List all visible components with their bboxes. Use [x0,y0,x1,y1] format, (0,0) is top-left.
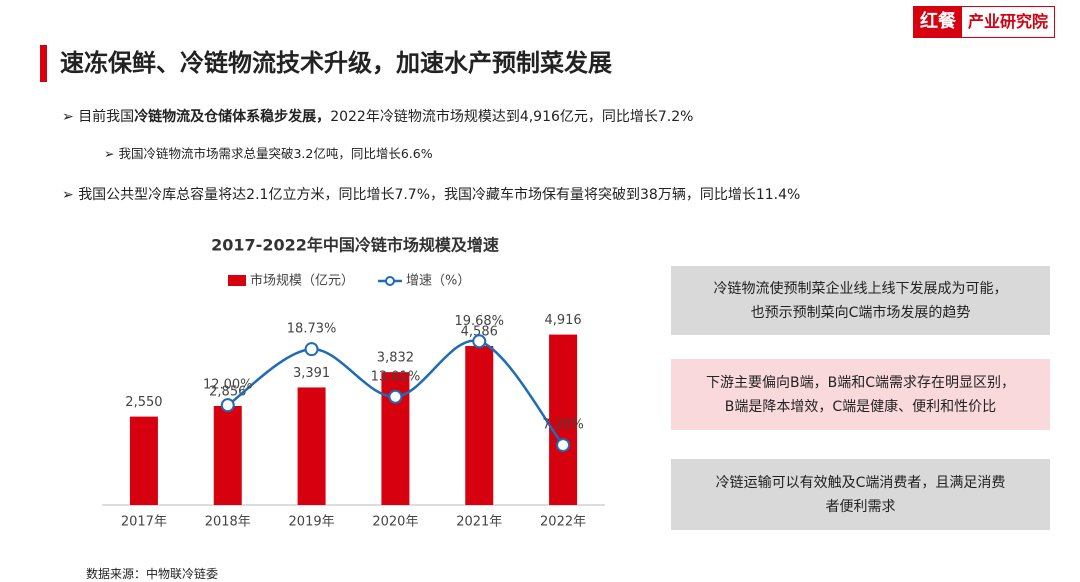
line-marker [556,438,571,453]
line: 下游主要偏向B端，B端和C端需求存在明显区别， [706,374,1015,391]
bar [129,416,158,505]
info-box: 冷链物流使预制菜企业线上线下发展成为可能， 也预示预制菜向C端市场发展的趋势 [671,266,1050,335]
logo: 红餐 产业研究院 [913,6,1056,38]
line-marker [388,389,403,404]
line-label: 7.20% [542,418,583,433]
line-label: 13.01% [371,369,421,384]
line: 也预示预制菜向C端市场发展的趋势 [750,304,971,321]
text: 目前我国 [78,109,135,125]
line-label: 19.68% [454,314,504,329]
bar-label: 4,916 [544,313,581,328]
text: 我国冷链物流市场需求总量突破3.2亿吨，同比增长6.6% [118,146,433,161]
bar-label: 3,832 [377,351,414,366]
bar [549,334,578,505]
bar [213,405,242,505]
bullet: ➢ 我国公共型冷库总容量将达2.1亿立方米，同比增长7.7%，我国冷藏车市场保有… [62,187,801,203]
page-title: 速冻保鲜、冷链物流技术升级，加速水产预制菜发展 [60,49,612,77]
x-tick-label: 2020年 [372,515,418,530]
text: 我国公共型冷库总容量将达2.1亿立方米，同比增长7.7%，我国冷藏车市场保有量将… [78,187,801,203]
bar-label: 4,586 [461,325,498,340]
title-bar [40,45,47,82]
sub-bullet: ➢ 我国冷链物流市场需求总量突破3.2亿吨，同比增长6.6% [104,146,433,161]
line: 冷链运输可以有效触及C端消费者，且满足消费 [715,474,1006,491]
info-box: 冷链运输可以有效触及C端消费者，且满足消费 者便利需求 [671,459,1050,530]
line-label: 12.00% [203,378,253,393]
x-tick-label: 2021年 [456,515,502,530]
line-marker [220,398,235,413]
legend-label: 增速（%） [406,274,470,289]
line-marker [304,342,319,357]
x-tick-label: 2017年 [121,515,167,530]
chart-title: 2017-2022年中国冷链市场规模及增速 [211,236,499,255]
bar [297,387,326,505]
legend-label: 市场规模（亿元） [250,273,354,289]
bar-label: 3,391 [293,366,330,381]
text: 2022年冷链物流市场规模达到4,916亿元，同比增长7.2% [330,109,694,125]
line-marker [472,334,487,349]
bold-text: 冷链物流及仓储体系稳步发展， [134,109,331,125]
line: 者便利需求 [825,498,896,515]
legend-swatch [228,275,246,286]
bar-label: 2,856 [209,384,246,399]
line: B端是降本增效，C端是健康、便利和性价比 [724,398,997,415]
x-tick-label: 2022年 [540,515,586,530]
bar-label: 2,550 [125,395,162,410]
line: 冷链物流使预制菜企业线上线下发展成为可能， [713,280,1008,297]
source: 数据来源：中物联冷链委 [86,567,219,581]
line-label: 18.73% [287,322,337,337]
chart: 2017-2022年中国冷链市场规模及增速 2017年 2018年 2019年 202… [102,236,605,530]
logo-right: 产业研究院 [962,7,1055,37]
x-tick-label: 2019年 [289,515,335,530]
bar [465,346,494,505]
legend-marker [385,276,395,286]
info-box: 下游主要偏向B端，B端和C端需求存在明显区别， B端是降本增效，C端是健康、便利和… [671,359,1050,430]
x-tick-label: 2018年 [205,515,251,530]
logo-left: 红餐 [914,7,962,37]
bullet: ➢ 目前我国冷链物流及仓储体系稳步发展，2022年冷链物流市场规模达到4,916… [62,109,694,125]
